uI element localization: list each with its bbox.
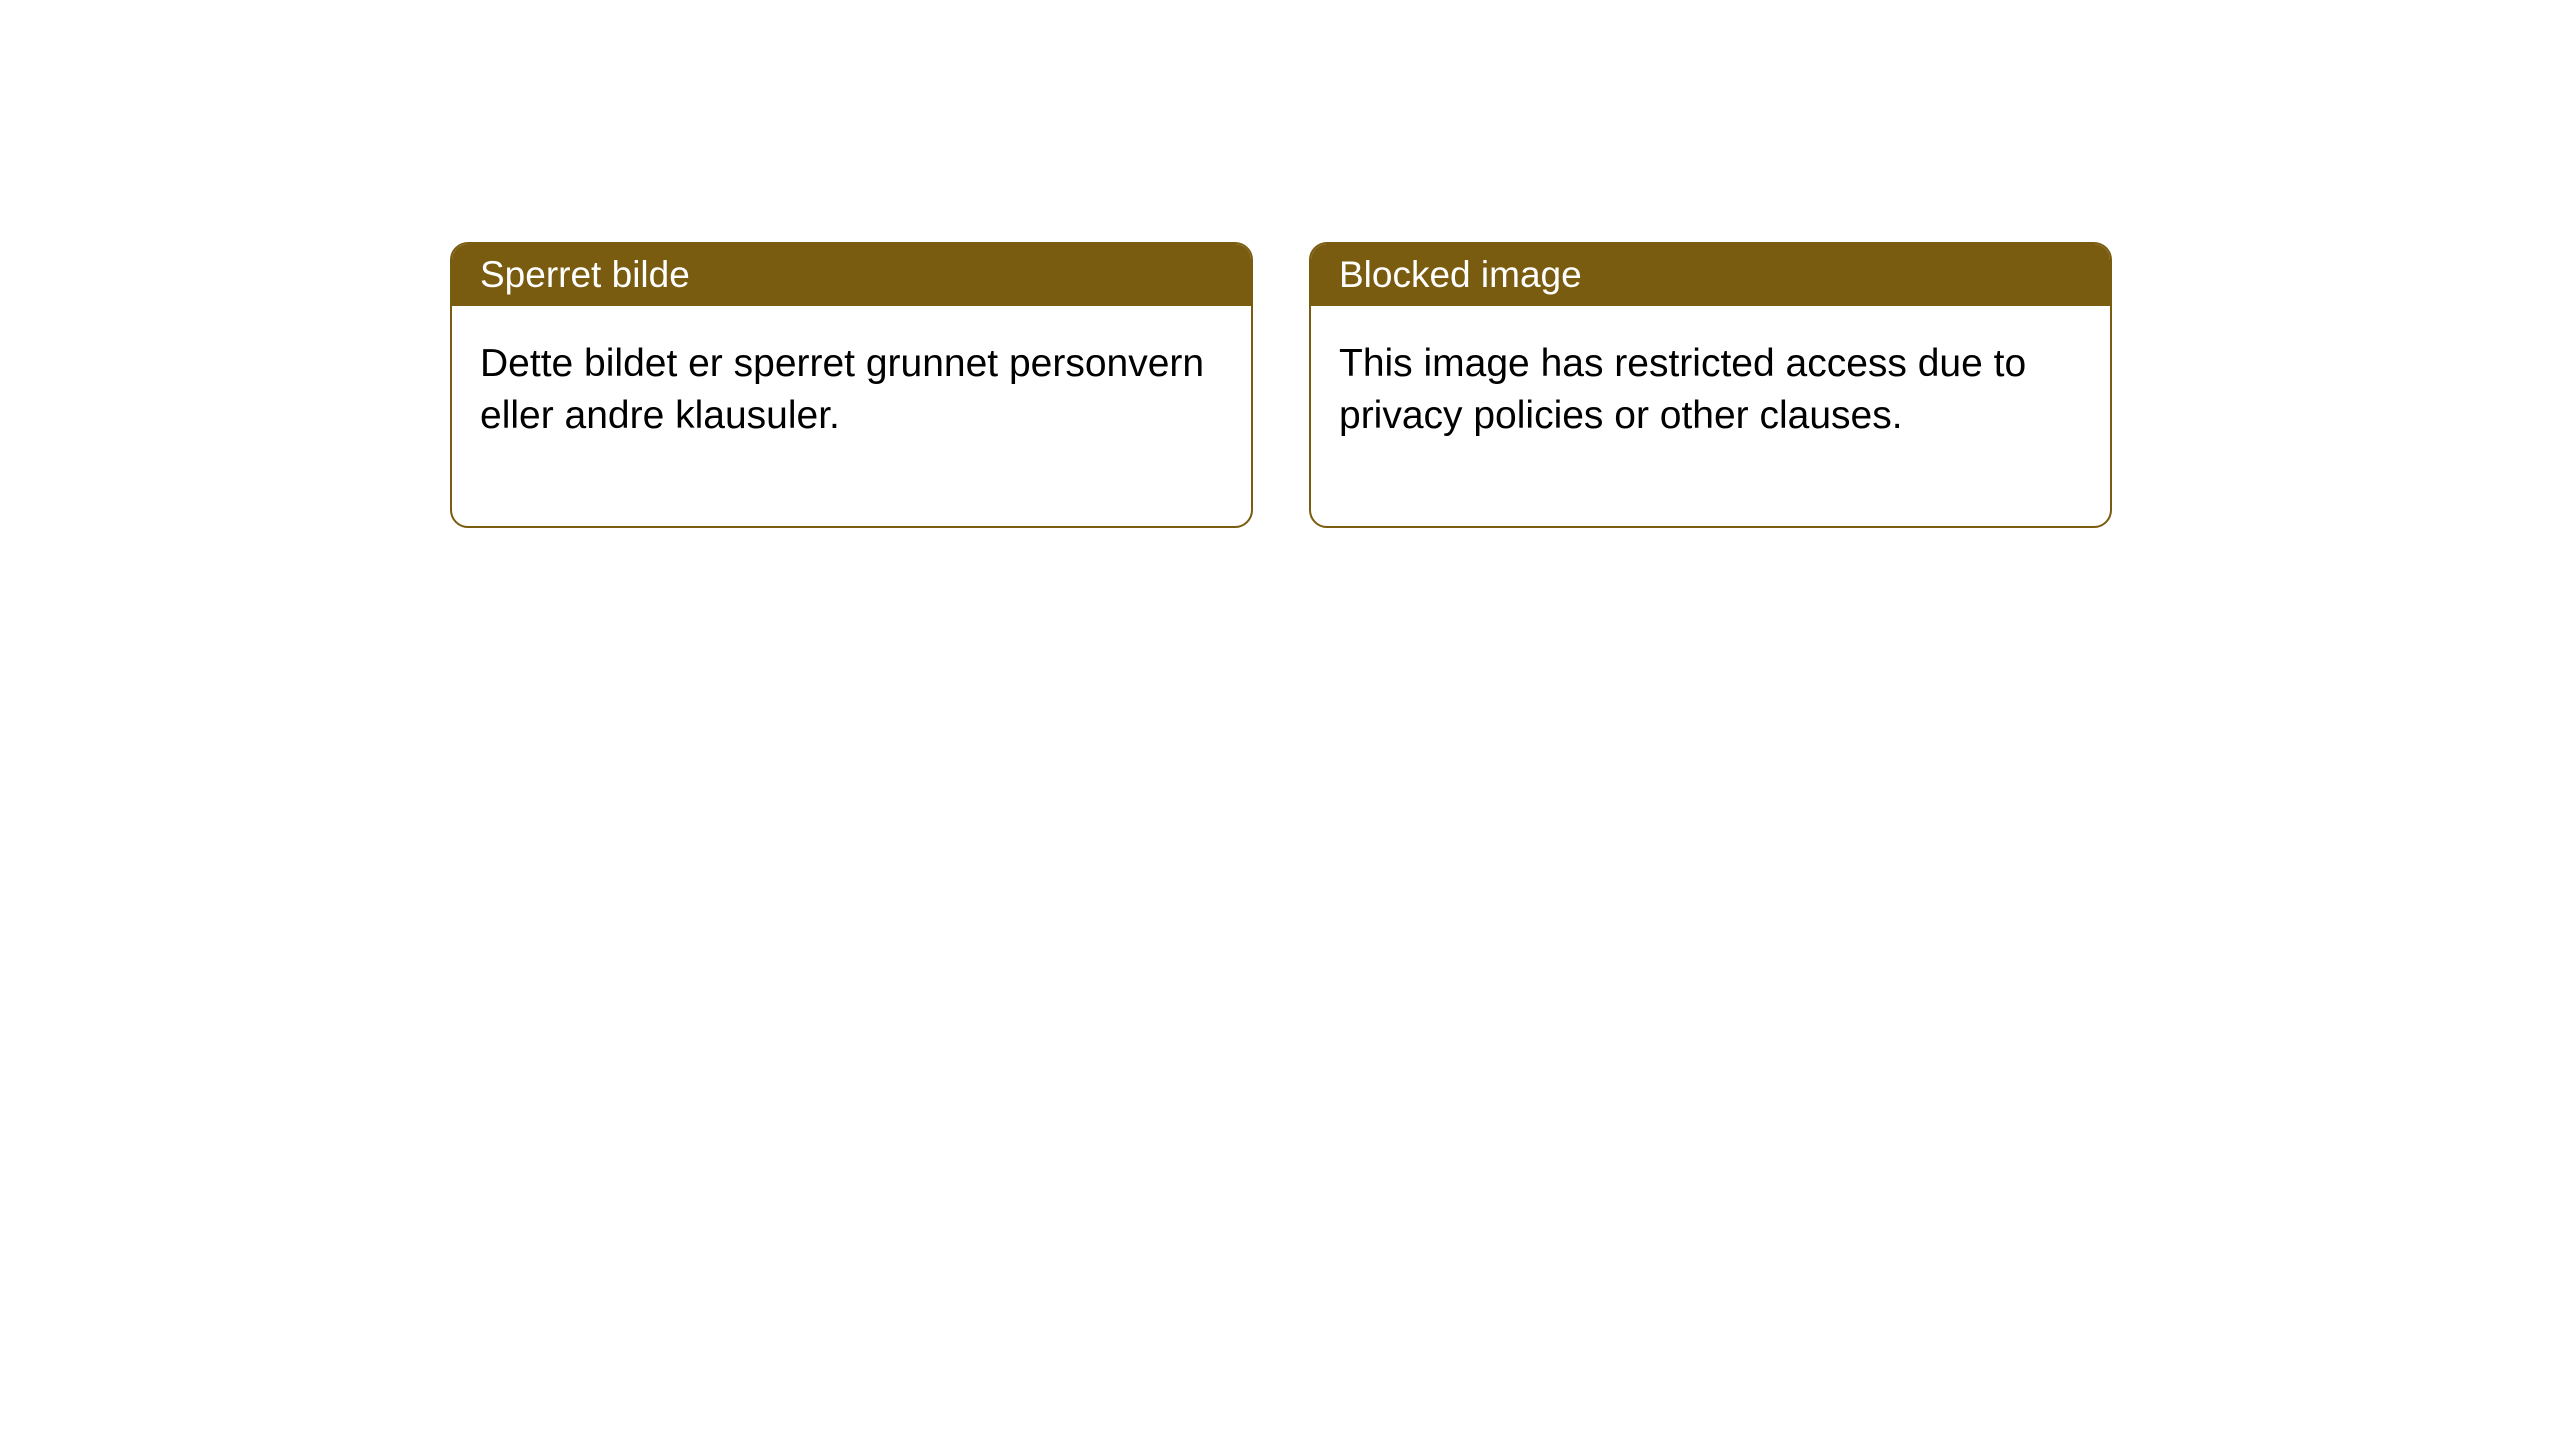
- card-body: Dette bildet er sperret grunnet personve…: [452, 306, 1251, 526]
- card-body-text: Dette bildet er sperret grunnet personve…: [480, 342, 1204, 437]
- card-title: Sperret bilde: [480, 254, 690, 295]
- card-body-text: This image has restricted access due to …: [1339, 342, 2026, 437]
- blocked-image-card-en: Blocked image This image has restricted …: [1309, 242, 2112, 528]
- card-header: Blocked image: [1311, 244, 2110, 306]
- card-body: This image has restricted access due to …: [1311, 306, 2110, 526]
- blocked-image-card-no: Sperret bilde Dette bildet er sperret gr…: [450, 242, 1253, 528]
- card-container: Sperret bilde Dette bildet er sperret gr…: [0, 0, 2560, 528]
- card-header: Sperret bilde: [452, 244, 1251, 306]
- card-title: Blocked image: [1339, 254, 1582, 295]
